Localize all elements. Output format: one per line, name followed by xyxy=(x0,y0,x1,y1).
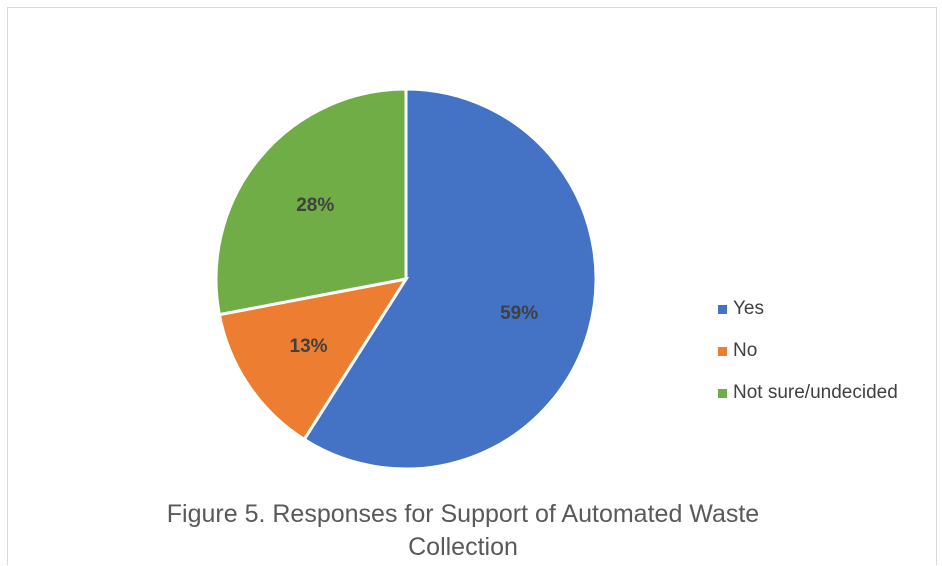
chart-area: 59% 13% 28% Yes No Not sure/undecided Figu… xyxy=(7,7,937,565)
pie-label-no: 13% xyxy=(290,336,328,357)
legend-swatch-yes xyxy=(718,304,727,314)
legend-swatch-not-sure xyxy=(718,388,727,398)
legend-item-not-sure: Not sure/undecided xyxy=(718,372,898,414)
pie-slice-no xyxy=(217,276,410,442)
pie-slice-yes xyxy=(302,87,598,471)
pie-slice-not-sure xyxy=(214,87,408,317)
legend-label-no: No xyxy=(733,340,758,361)
legend-label-yes: Yes xyxy=(733,298,764,319)
chart-legend: Yes No Not sure/undecided xyxy=(718,288,898,414)
legend-item-no: No xyxy=(718,330,898,372)
pie-chart: 59% 13% 28% xyxy=(214,87,598,471)
pie-label-not-sure: 28% xyxy=(296,195,334,216)
legend-swatch-no xyxy=(718,346,727,356)
legend-item-yes: Yes xyxy=(718,288,898,330)
chart-title: Figure 5. Responses for Support of Autom… xyxy=(166,500,760,561)
legend-label-not-sure: Not sure/undecided xyxy=(733,382,898,403)
pie-label-yes: 59% xyxy=(500,303,538,324)
